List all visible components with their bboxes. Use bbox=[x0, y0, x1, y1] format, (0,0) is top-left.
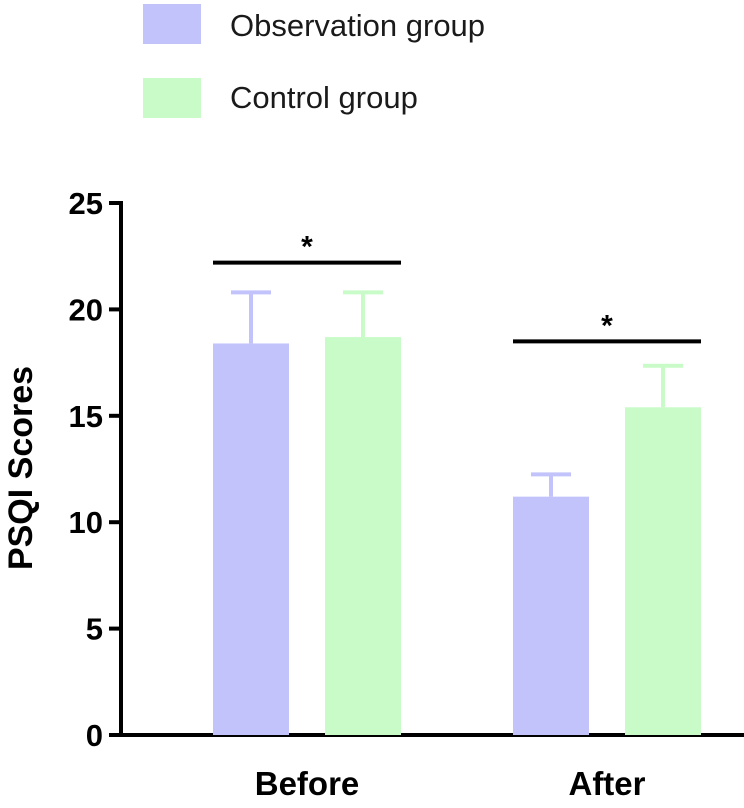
y-axis-title: PSQI Scores bbox=[2, 366, 40, 570]
x-tick-label-before: Before bbox=[255, 765, 360, 802]
significance-asterisk: * bbox=[601, 309, 613, 342]
y-tick-label: 15 bbox=[69, 399, 103, 434]
bars bbox=[213, 337, 701, 735]
y-tick-label: 0 bbox=[86, 718, 103, 753]
significance-asterisk: * bbox=[301, 231, 313, 264]
y-tick-label: 10 bbox=[69, 505, 103, 540]
y-ticks: 0 5 10 15 20 25 bbox=[69, 186, 121, 753]
bar-observation-group-after bbox=[513, 496, 589, 735]
x-tick-label-after: After bbox=[568, 765, 645, 802]
bar-control-group-before bbox=[325, 337, 401, 735]
y-tick-label: 20 bbox=[69, 292, 103, 327]
legend: Observation group Control group bbox=[143, 4, 485, 118]
significance-markers: ** bbox=[213, 231, 701, 344]
bar-observation-group-before bbox=[213, 343, 289, 735]
legend-swatch-control bbox=[143, 78, 201, 118]
bar-control-group-after bbox=[625, 407, 701, 735]
legend-swatch-observation bbox=[143, 4, 201, 44]
y-tick-label: 5 bbox=[86, 612, 103, 647]
legend-label-observation: Observation group bbox=[230, 8, 485, 43]
y-tick-label: 25 bbox=[69, 186, 103, 221]
x-tick-labels: Before After bbox=[255, 765, 646, 802]
legend-label-control: Control group bbox=[230, 80, 418, 115]
error-bars bbox=[231, 290, 683, 497]
